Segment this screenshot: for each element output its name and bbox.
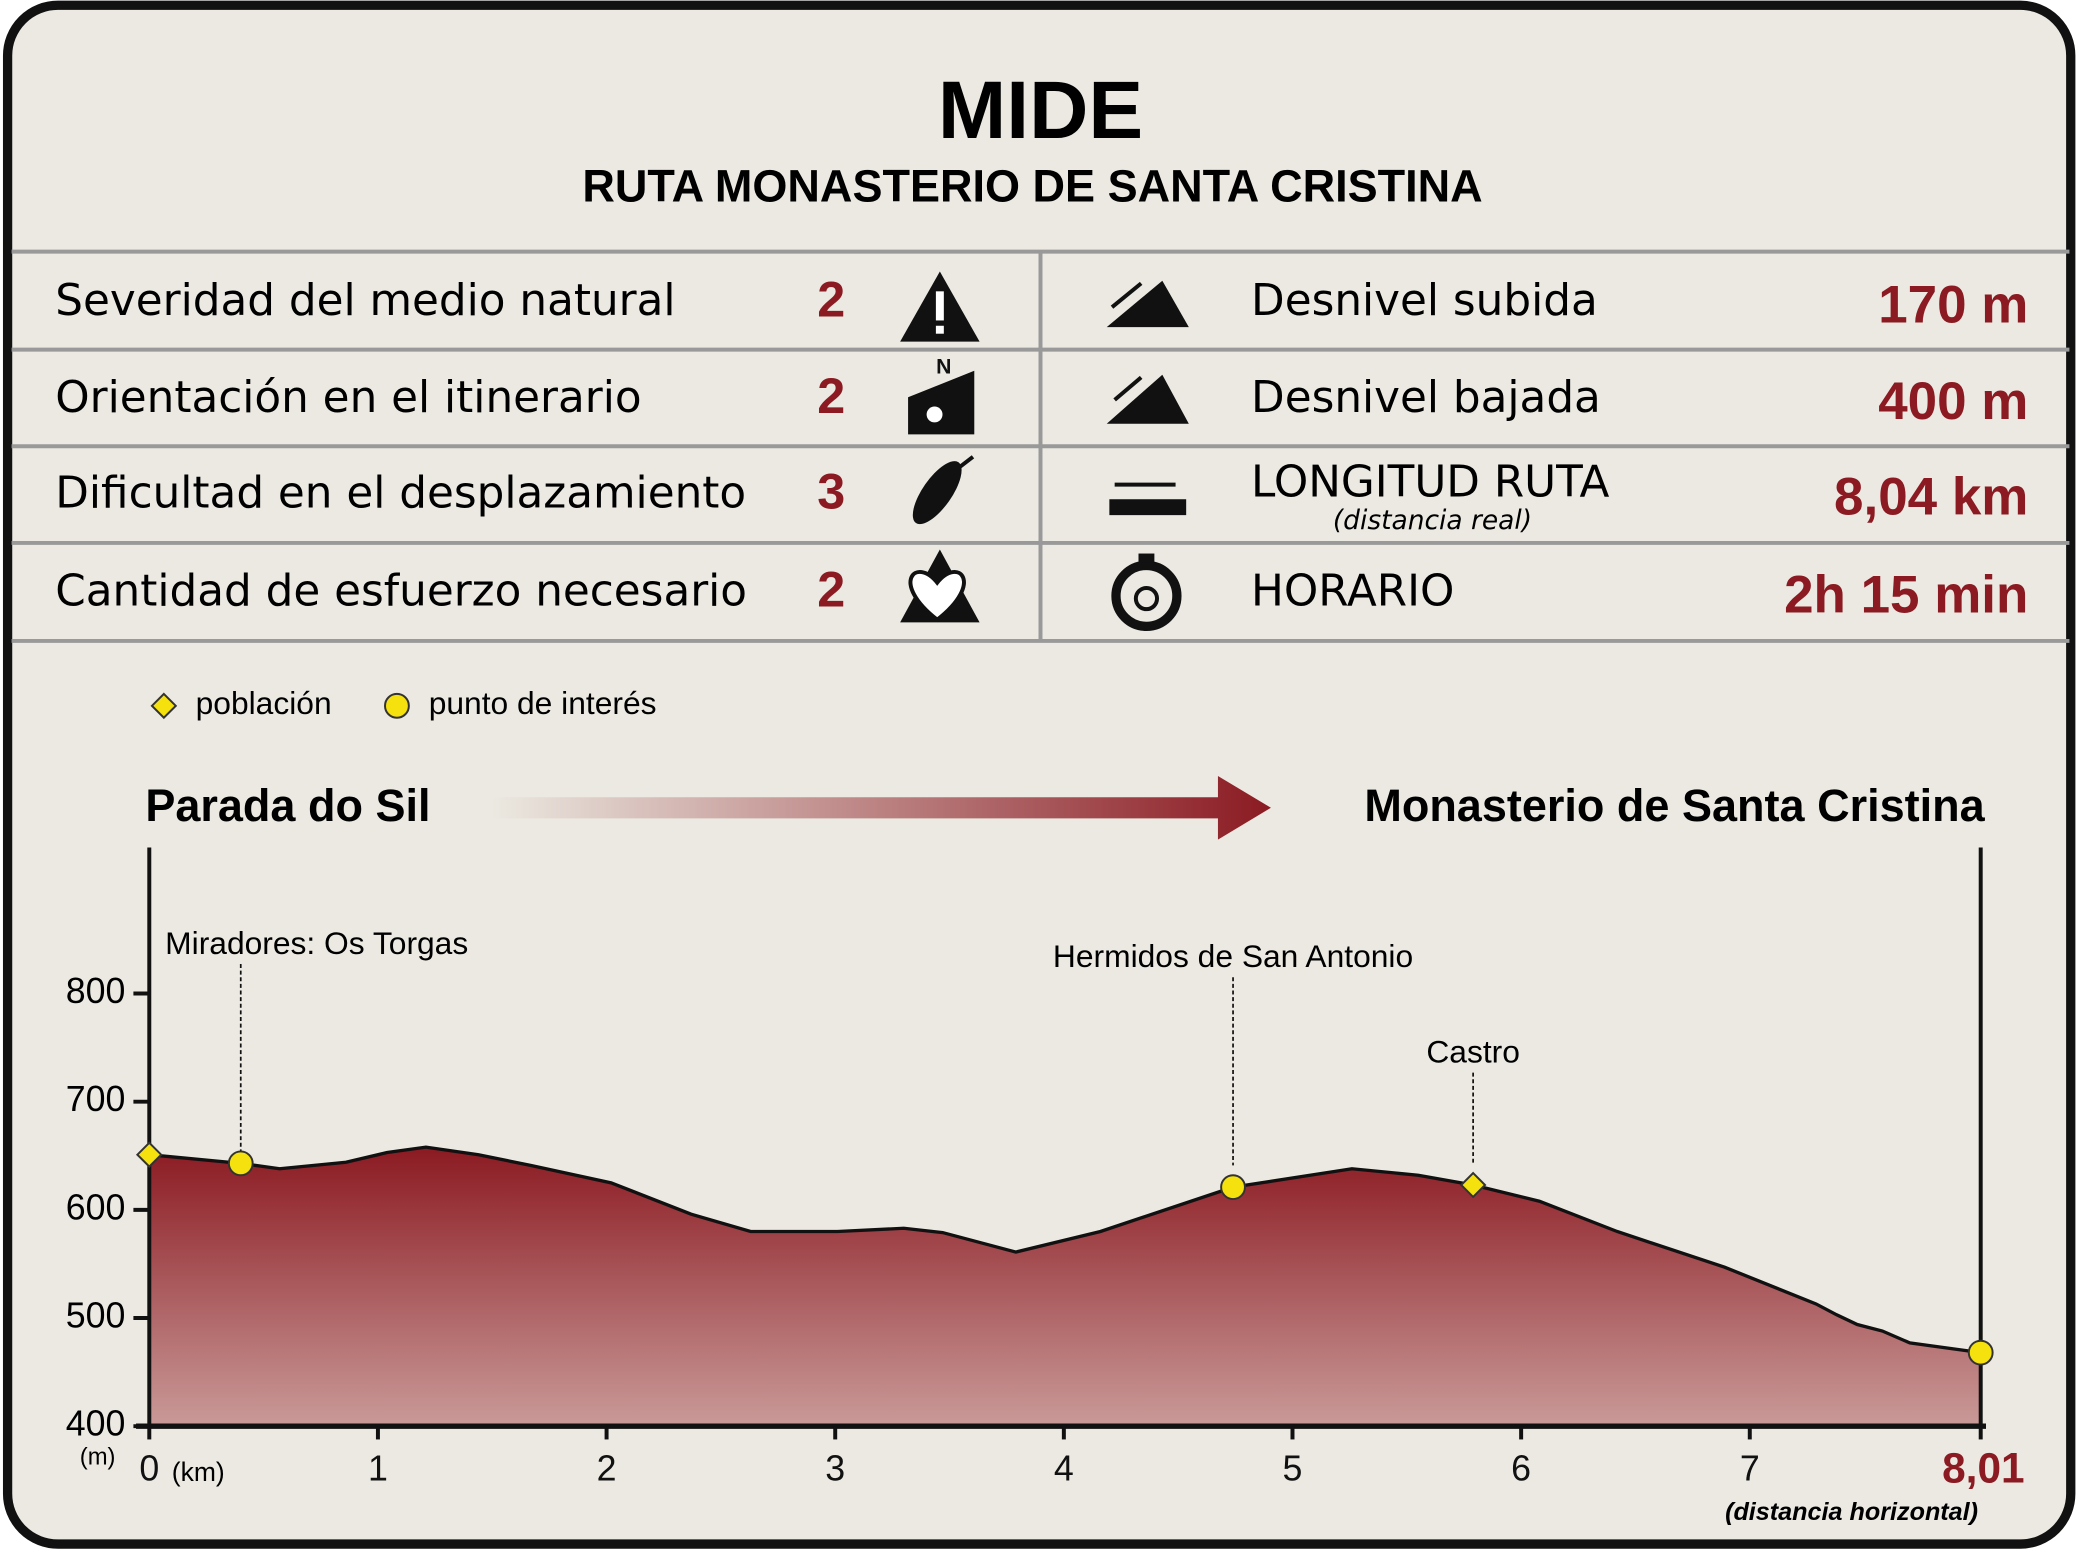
x-tick-label: 1 [368, 1449, 388, 1489]
svg-text:N: N [936, 356, 951, 379]
profile-line [149, 1145, 1981, 1355]
marker [1220, 1174, 1246, 1201]
row-label: Desnivel bajada [1251, 372, 1601, 423]
table-icons: N [900, 271, 1189, 631]
row-label: Desnivel subida [1251, 275, 1598, 326]
annotation-label: Miradores: Os Torgas [165, 925, 468, 961]
y-tick-label: 800 [66, 971, 126, 1011]
row-label: HORARIO [1251, 565, 1454, 616]
row-value: 400 m [1878, 372, 2028, 431]
title: MIDE [938, 65, 1143, 156]
end-label: Monasterio de Santa Cristina [1364, 780, 1985, 831]
table-grid [11, 249, 2070, 643]
x-tick-label: 6 [1511, 1449, 1531, 1489]
row-value: 2h 15 min [1784, 566, 2028, 625]
row-label: Orientación en el itinerario [55, 372, 641, 423]
row-value: 2 [817, 367, 845, 424]
marker [384, 692, 410, 719]
direction-arrow [492, 776, 1271, 840]
x-unit: (km) [172, 1457, 225, 1487]
marker [1459, 1171, 1487, 1199]
marker [1967, 1339, 1994, 1366]
x-note: (distancia horizontal) [1725, 1498, 1978, 1526]
x-tick-label: 7 [1740, 1449, 1760, 1489]
x-tick-label: 0 [139, 1449, 159, 1489]
legend-label: punto de interés [429, 685, 657, 721]
y-tick-label: 600 [66, 1187, 126, 1227]
y-tick-label: 500 [66, 1295, 126, 1335]
x-tick-label: 4 [1054, 1449, 1074, 1489]
row-value: 2 [817, 561, 845, 618]
x-tick-label: 2 [597, 1449, 617, 1489]
row-label: LONGITUD RUTA [1251, 457, 1609, 508]
annotation-label: Hermidos de San Antonio [1053, 938, 1413, 974]
marker [150, 692, 178, 720]
row-value: 170 m [1878, 276, 2028, 335]
row-value: 8,04 km [1834, 468, 2028, 527]
row-value: 3 [817, 463, 845, 520]
row-label: Severidad del medio natural [55, 275, 675, 326]
marker [227, 1150, 254, 1177]
x-tick-label: 8,01 [1942, 1444, 2024, 1491]
y-tick-label: 700 [66, 1079, 126, 1119]
x-tick-label: 5 [1283, 1449, 1303, 1489]
row-label: Dificultad en el desplazamiento [55, 467, 746, 518]
row-value: 2 [817, 271, 845, 328]
profile-area [149, 1147, 1981, 1427]
marker [135, 1141, 163, 1169]
subtitle: RUTA MONASTERIO DE SANTA CRISTINA [582, 160, 1482, 211]
annotation-label: Castro [1426, 1033, 1520, 1069]
x-tick-label: 3 [825, 1449, 845, 1489]
y-tick-label: 400 [66, 1404, 126, 1444]
start-label: Parada do Sil [145, 780, 430, 831]
y-unit: (m) [80, 1443, 116, 1470]
legend-label: población [196, 685, 332, 721]
row-sublabel: (distancia real) [1333, 505, 1532, 536]
row-label: Cantidad de esfuerzo necesario [55, 565, 747, 616]
